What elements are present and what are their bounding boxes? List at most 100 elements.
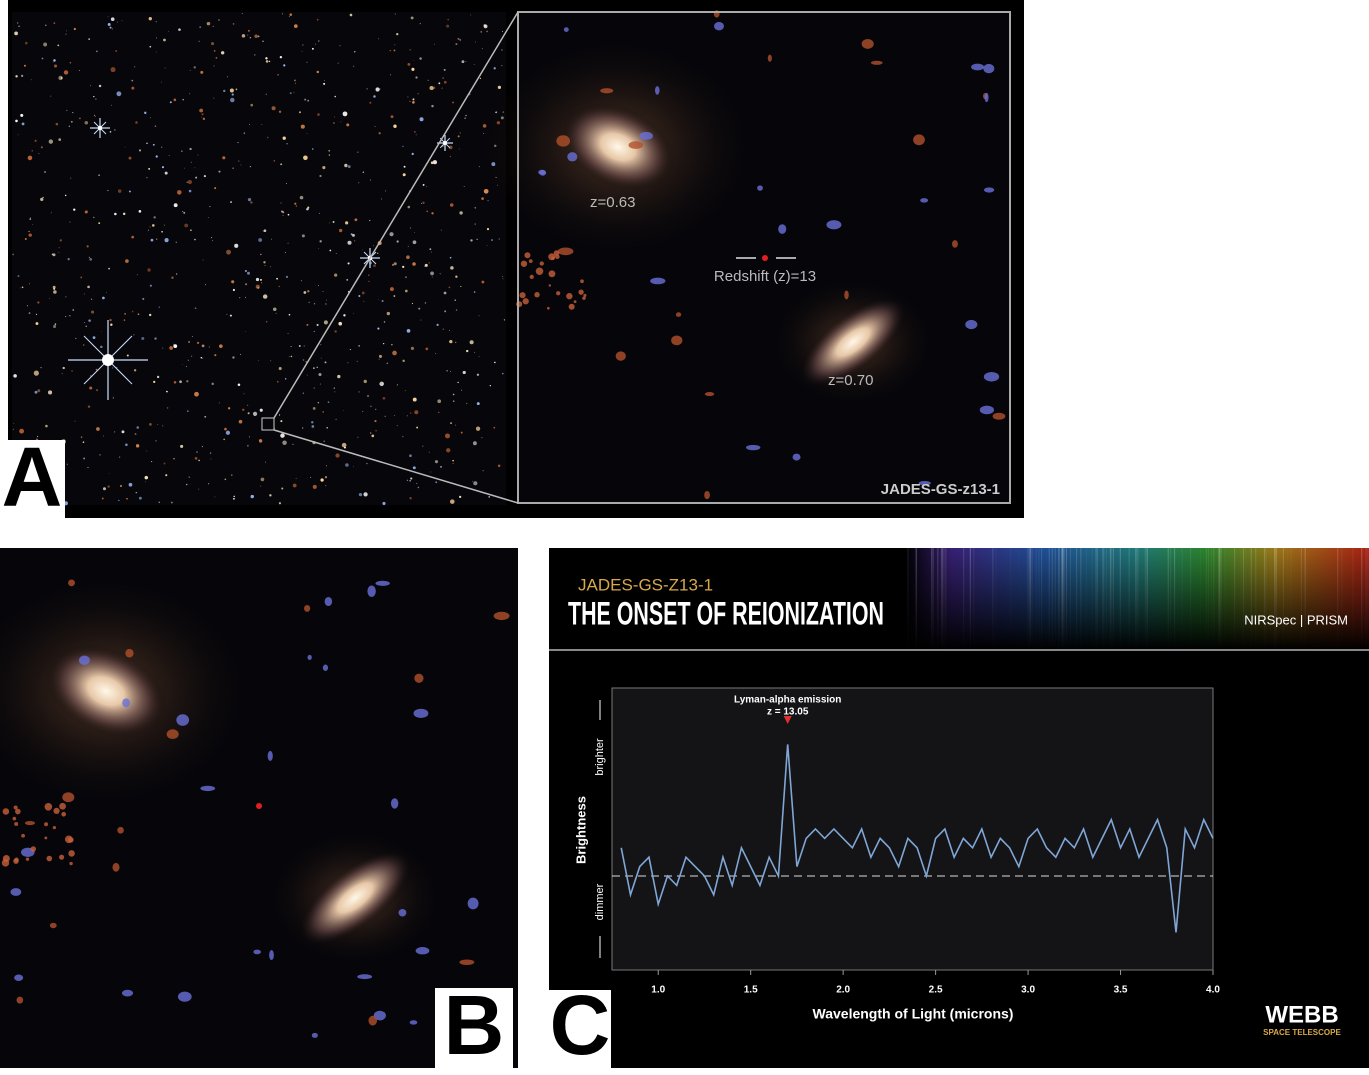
annotation: z=0.63 — [590, 194, 635, 211]
star — [90, 85, 92, 87]
small-galaxy — [984, 92, 989, 103]
star — [173, 203, 178, 208]
star — [116, 91, 122, 97]
star — [270, 266, 271, 268]
star — [126, 497, 128, 500]
star — [232, 356, 235, 359]
star — [54, 323, 57, 325]
small-galaxy — [992, 412, 1006, 420]
small-galaxy — [600, 88, 614, 94]
star — [472, 441, 477, 446]
star — [90, 298, 93, 300]
star — [194, 167, 196, 169]
star — [449, 499, 455, 504]
star — [247, 404, 249, 406]
star — [446, 370, 448, 372]
star — [17, 275, 20, 278]
star — [325, 465, 327, 467]
star — [334, 116, 336, 118]
star — [52, 285, 56, 289]
star — [142, 297, 145, 300]
star — [37, 435, 39, 438]
zoom-box — [261, 417, 275, 431]
star — [199, 108, 204, 113]
star — [378, 132, 381, 135]
star — [325, 299, 327, 301]
star — [459, 132, 461, 134]
clump — [21, 833, 25, 838]
star — [460, 431, 463, 434]
star — [465, 61, 467, 62]
star — [98, 222, 101, 224]
star — [161, 230, 163, 233]
star — [84, 120, 89, 125]
star — [242, 408, 245, 412]
star — [300, 280, 302, 282]
star — [452, 101, 454, 104]
star — [319, 383, 321, 385]
star — [483, 24, 488, 29]
star — [307, 208, 309, 210]
star — [328, 222, 330, 224]
small-galaxy — [459, 959, 475, 966]
star — [396, 384, 398, 386]
star — [460, 389, 462, 391]
star — [373, 264, 376, 268]
small-galaxy — [792, 453, 801, 461]
star — [479, 77, 482, 80]
small-galaxy — [322, 664, 329, 672]
star — [247, 197, 252, 202]
star — [306, 61, 308, 63]
star — [112, 397, 114, 399]
clump — [522, 298, 529, 305]
star — [302, 392, 305, 394]
star — [68, 315, 70, 317]
star — [233, 495, 236, 498]
star — [45, 24, 47, 26]
star — [235, 88, 238, 91]
star — [175, 273, 178, 275]
star — [344, 446, 346, 449]
star — [346, 123, 350, 127]
star — [282, 440, 287, 445]
star — [194, 307, 197, 310]
star — [412, 240, 417, 245]
star — [150, 117, 152, 119]
star — [58, 138, 62, 141]
star — [449, 156, 451, 158]
star — [475, 41, 477, 43]
star — [69, 61, 72, 64]
clump — [555, 254, 560, 260]
clump — [524, 252, 531, 259]
star — [430, 161, 434, 165]
star — [75, 337, 77, 339]
star — [346, 278, 349, 281]
star — [194, 391, 199, 397]
star — [459, 39, 461, 41]
star — [414, 410, 419, 415]
zoom-frame — [517, 11, 1011, 504]
star — [442, 328, 445, 330]
star — [493, 67, 496, 70]
star — [185, 483, 188, 486]
star — [369, 432, 372, 434]
star — [396, 240, 399, 243]
star — [50, 95, 52, 97]
star — [190, 161, 192, 163]
star — [345, 221, 349, 225]
star — [95, 98, 97, 100]
star — [62, 366, 65, 370]
star — [30, 79, 32, 81]
star — [412, 466, 416, 470]
star — [73, 208, 76, 211]
star — [98, 84, 102, 88]
star — [42, 196, 44, 199]
clump — [59, 802, 66, 810]
star — [469, 340, 474, 345]
star — [82, 441, 85, 443]
star — [149, 284, 152, 287]
star — [173, 457, 175, 460]
small-galaxy — [493, 611, 510, 621]
small-galaxy — [650, 277, 666, 285]
